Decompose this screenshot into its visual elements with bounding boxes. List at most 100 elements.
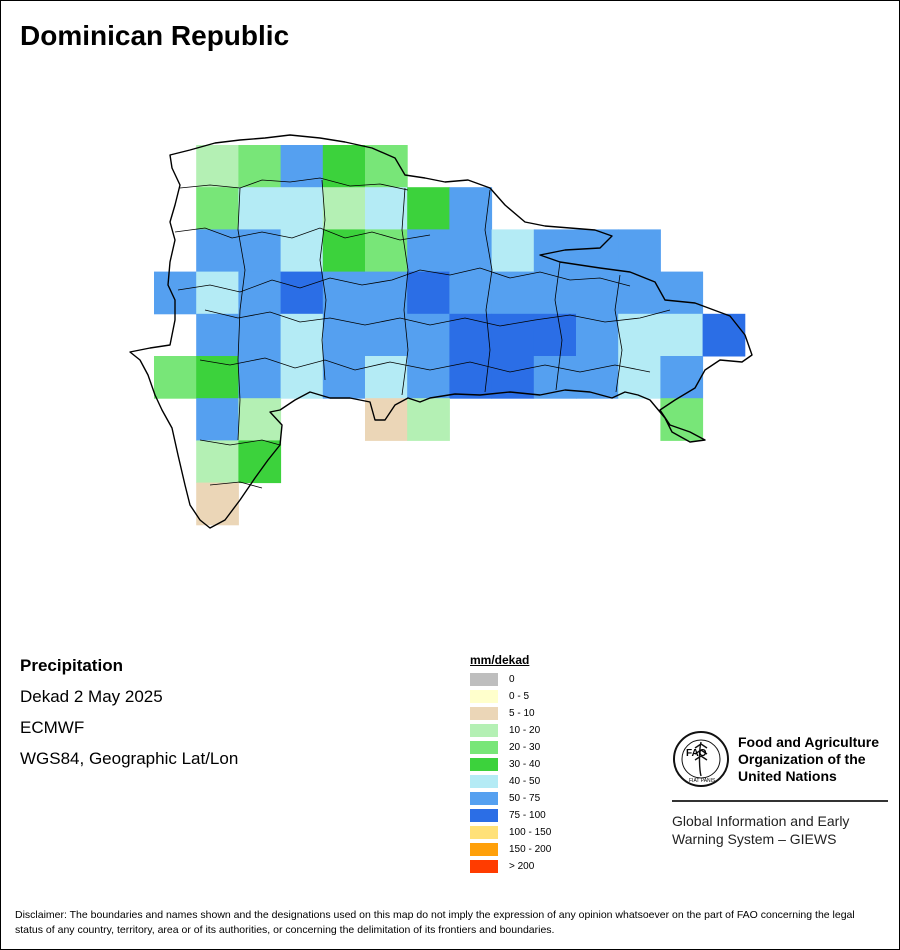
data-source: ECMWF — [20, 718, 85, 737]
grid-cell — [365, 229, 408, 273]
grid-cell — [196, 145, 239, 188]
legend-item: 0 — [470, 671, 551, 688]
grid-cell — [238, 271, 282, 315]
precipitation-grid — [154, 145, 746, 526]
grid-cell — [533, 271, 577, 315]
legend-swatch — [470, 741, 498, 754]
legend-swatch — [470, 843, 498, 856]
legend-label: > 200 — [509, 861, 535, 872]
disclaimer: Disclaimer: The boundaries and names sho… — [15, 909, 855, 936]
grid-cell — [322, 145, 366, 188]
grid-cell — [576, 271, 619, 315]
grid-cell — [365, 145, 408, 188]
legend-swatch — [470, 758, 498, 771]
legend-item: 150 - 200 — [470, 841, 551, 858]
grid-cell — [533, 229, 577, 273]
grid-cell — [280, 313, 324, 357]
org-name-line: Food and Agriculture — [738, 733, 880, 750]
grid-cell — [618, 313, 661, 357]
legend-label: 20 - 30 — [509, 742, 541, 753]
grid-cell — [407, 313, 450, 357]
grid-cell — [280, 145, 324, 188]
grid-cell — [238, 313, 282, 357]
grid-cell — [576, 356, 619, 399]
time-period: Dekad 2 May 2025 — [20, 687, 163, 706]
grid-cell — [407, 356, 450, 399]
grid-cell — [365, 313, 408, 357]
legend-swatch — [470, 860, 498, 873]
grid-cell — [322, 187, 366, 230]
legend-swatch — [470, 690, 498, 703]
fao-logo-icon: FAO FIAT PANIS — [673, 731, 729, 787]
country-boundary — [129, 134, 753, 529]
grid-cell — [491, 229, 535, 273]
grid-cell — [238, 229, 282, 273]
grid-cell — [322, 313, 366, 357]
grid-cell — [702, 313, 746, 357]
legend-item: 30 - 40 — [470, 756, 551, 773]
legend-item: 5 - 10 — [470, 705, 551, 722]
grid-cell — [322, 356, 366, 399]
legend-swatch — [470, 792, 498, 805]
grid-cell — [660, 356, 704, 399]
system-name-line: Global Information and Early — [672, 813, 850, 829]
grid-cell — [449, 271, 493, 315]
grid-cell — [618, 271, 661, 315]
logo-letters: FAO — [686, 748, 707, 759]
grid-cell — [365, 271, 408, 315]
grid-cell — [407, 229, 450, 273]
grid-cell — [449, 313, 493, 357]
legend-item: 10 - 20 — [470, 722, 551, 739]
grid-cell — [660, 313, 704, 357]
fao-branding: FAO FIAT PANIS Food and Agriculture Orga… — [672, 730, 888, 848]
grid-cell — [280, 356, 324, 399]
legend-label: 150 - 200 — [509, 844, 552, 855]
organization-name: Food and Agriculture Organization of the… — [738, 734, 879, 785]
grid-cell — [491, 313, 535, 357]
grid-cell — [449, 187, 493, 230]
system-name-line: Warning System – GIEWS — [672, 831, 837, 847]
precipitation-map — [129, 134, 753, 529]
grid-cell — [491, 271, 535, 315]
legend-swatch — [470, 724, 498, 737]
grid-cell — [196, 313, 239, 357]
map-title: Dominican Republic — [20, 20, 290, 51]
variable-name: Precipitation — [20, 656, 123, 675]
legend-label: 0 - 5 — [509, 691, 530, 702]
grid-cell — [322, 229, 366, 273]
legend-swatch — [470, 826, 498, 839]
grid-cell — [238, 398, 282, 441]
logo-motto: FIAT PANIS — [689, 778, 716, 784]
grid-cell — [407, 398, 450, 441]
legend-item: > 200 — [470, 858, 551, 875]
grid-cell — [280, 271, 324, 315]
grid-cell — [238, 356, 282, 399]
legend-swatch — [470, 775, 498, 788]
grid-cell — [196, 356, 239, 399]
grid-cell — [618, 229, 661, 273]
legend-item: 75 - 100 — [470, 807, 551, 824]
grid-cell — [196, 398, 239, 441]
legend-label: 50 - 75 — [509, 793, 541, 804]
legend-item: 20 - 30 — [470, 739, 551, 756]
legend-swatch — [470, 809, 498, 822]
grid-cell — [238, 440, 282, 484]
legend: mm/dekad 0 0 - 5 5 - 10 10 - 20 20 - 30 … — [470, 653, 551, 875]
grid-cell — [238, 187, 282, 230]
grid-cell — [196, 229, 239, 273]
province-boundaries — [174, 177, 671, 489]
grid-cell — [154, 356, 197, 399]
legend-label: 30 - 40 — [509, 759, 541, 770]
grid-cell — [196, 440, 239, 484]
grid-cell — [280, 229, 324, 273]
grid-cell — [449, 229, 493, 273]
grid-cell — [322, 271, 366, 315]
org-name-line: Organization of the — [738, 750, 866, 767]
grid-cell — [491, 356, 535, 399]
grid-cell — [365, 356, 408, 399]
divider — [672, 800, 888, 802]
legend-label: 40 - 50 — [509, 776, 541, 787]
legend-label: 0 — [509, 674, 515, 685]
grid-cell — [196, 187, 239, 230]
grid-cell — [407, 187, 450, 230]
